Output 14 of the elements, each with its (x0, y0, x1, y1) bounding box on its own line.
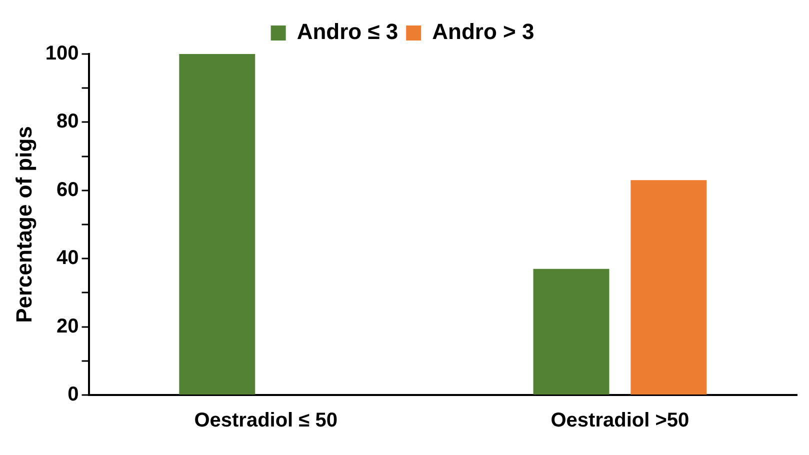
y-tick-label: 60 (56, 178, 79, 201)
y-tick-label: 20 (56, 315, 79, 338)
x-tick-label: Oestradiol ≤ 50 (194, 410, 338, 432)
y-tick-label: 80 (56, 110, 79, 133)
y-tick-label: 100 (45, 42, 79, 65)
y-axis-title: Percentage of pigs (11, 126, 36, 323)
x-tick-label: Oestradiol >50 (550, 410, 690, 432)
legend-label: Andro ≤ 3 (296, 19, 398, 44)
y-tick-label: 40 (56, 247, 79, 270)
bar (630, 180, 707, 394)
legend-label: Andro > 3 (432, 19, 534, 44)
bar (179, 54, 256, 394)
bar (533, 268, 610, 394)
y-tick-label: 0 (68, 384, 79, 406)
